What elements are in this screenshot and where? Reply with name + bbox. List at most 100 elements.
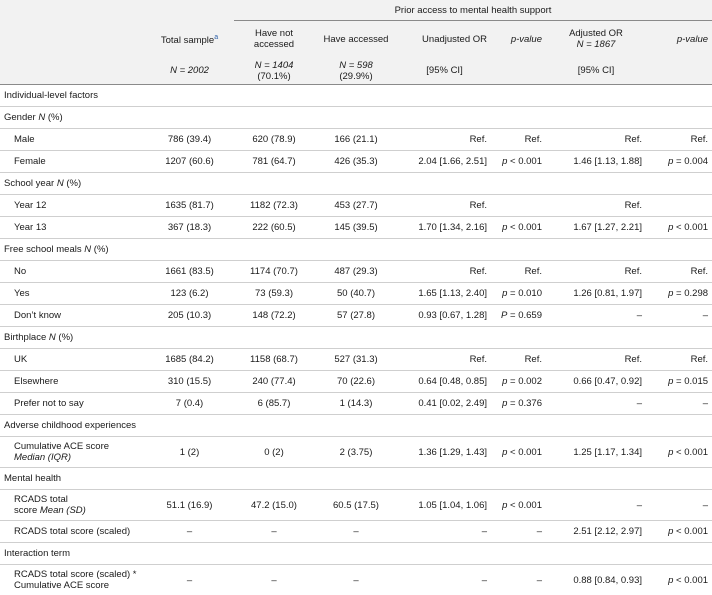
cell-accessed: – — [314, 521, 398, 543]
cell-accessed: 426 (35.3) — [314, 151, 398, 173]
cell-unadjusted-or: 0.41 [0.02, 2.49] — [398, 393, 491, 415]
section-label: Birthplace N (%) — [0, 327, 712, 349]
section-row: School year N (%) — [0, 173, 712, 195]
cell-accessed: 487 (29.3) — [314, 261, 398, 283]
section-row: Adverse childhood experiences — [0, 415, 712, 437]
cell-pvalue-adjusted — [646, 195, 712, 217]
cell-accessed: 453 (27.7) — [314, 195, 398, 217]
row-label: RCADS total score (scaled) — [0, 521, 145, 543]
cell-total-sample: 1 (2) — [145, 437, 234, 468]
section-row: Birthplace N (%) — [0, 327, 712, 349]
cell-pvalue-unadjusted: p < 0.001 — [491, 151, 546, 173]
cell-pvalue-unadjusted: p = 0.002 — [491, 371, 546, 393]
cell-not-accessed: 222 (60.5) — [234, 217, 314, 239]
cell-unadjusted-or: 1.05 [1.04, 1.06] — [398, 490, 491, 521]
cell-total-sample: 205 (10.3) — [145, 305, 234, 327]
row-label: Prefer not to say — [0, 393, 145, 415]
ci-label-unadjusted: [95% CI] — [398, 57, 491, 85]
cell-pvalue-adjusted: Ref. — [646, 349, 712, 371]
cell-accessed: 2 (3.75) — [314, 437, 398, 468]
cell-pvalue-unadjusted: – — [491, 521, 546, 543]
cell-pvalue-unadjusted: p < 0.001 — [491, 217, 546, 239]
cell-pvalue-adjusted: p < 0.001 — [646, 217, 712, 239]
cell-unadjusted-or: 1.70 [1.34, 2.16] — [398, 217, 491, 239]
cell-total-sample: 51.1 (16.9) — [145, 490, 234, 521]
group-title: Prior access to mental health support — [234, 0, 712, 21]
col-pvalue-unadjusted: p-value — [491, 21, 546, 58]
cell-pvalue-unadjusted: P = 0.659 — [491, 305, 546, 327]
table-row: RCADS total score (scaled)–––––2.51 [2.1… — [0, 521, 712, 543]
cell-total-sample: – — [145, 521, 234, 543]
cell-unadjusted-or: 0.64 [0.48, 0.85] — [398, 371, 491, 393]
cell-unadjusted-or: Ref. — [398, 195, 491, 217]
cell-unadjusted-or: Ref. — [398, 129, 491, 151]
cell-total-sample: – — [145, 565, 234, 595]
cell-accessed: 50 (40.7) — [314, 283, 398, 305]
cell-adjusted-or: 0.66 [0.47, 0.92] — [546, 371, 646, 393]
cell-not-accessed: 1158 (68.7) — [234, 349, 314, 371]
header-blank — [0, 0, 145, 21]
cell-adjusted-or: 1.46 [1.13, 1.88] — [546, 151, 646, 173]
cell-pvalue-unadjusted: Ref. — [491, 261, 546, 283]
cell-pvalue-adjusted: Ref. — [646, 129, 712, 151]
row-label: Year 12 — [0, 195, 145, 217]
cell-total-sample: 7 (0.4) — [145, 393, 234, 415]
cell-adjusted-or: Ref. — [546, 349, 646, 371]
header-blank — [0, 57, 145, 85]
cell-not-accessed: – — [234, 565, 314, 595]
cell-not-accessed: 0 (2) — [234, 437, 314, 468]
cell-unadjusted-or: Ref. — [398, 349, 491, 371]
cell-pvalue-adjusted: Ref. — [646, 261, 712, 283]
cell-total-sample: 786 (39.4) — [145, 129, 234, 151]
cell-unadjusted-or: 2.04 [1.66, 2.51] — [398, 151, 491, 173]
cell-total-sample: 1635 (81.7) — [145, 195, 234, 217]
cell-adjusted-or: Ref. — [546, 261, 646, 283]
cell-unadjusted-or: 1.65 [1.13, 2.40] — [398, 283, 491, 305]
row-label: No — [0, 261, 145, 283]
header-blank — [646, 57, 712, 85]
n-accessed: N = 598(29.9%) — [314, 57, 398, 85]
cell-pvalue-unadjusted: Ref. — [491, 129, 546, 151]
cell-pvalue-adjusted: p < 0.001 — [646, 437, 712, 468]
cell-pvalue-unadjusted: Ref. — [491, 349, 546, 371]
cell-adjusted-or: Ref. — [546, 129, 646, 151]
section-label: School year N (%) — [0, 173, 712, 195]
col-accessed: Have accessed — [314, 21, 398, 58]
cell-adjusted-or: 0.88 [0.84, 0.93] — [546, 565, 646, 595]
section-label: Free school meals N (%) — [0, 239, 712, 261]
n-not-accessed: N = 1404(70.1%) — [234, 57, 314, 85]
cell-adjusted-or: 2.51 [2.12, 2.97] — [546, 521, 646, 543]
cell-pvalue-adjusted: – — [646, 305, 712, 327]
section-row: Gender N (%) — [0, 107, 712, 129]
section-row: Interaction term — [0, 543, 712, 565]
col-unadjusted-or: Unadjusted OR — [398, 21, 491, 58]
cell-not-accessed: 6 (85.7) — [234, 393, 314, 415]
cell-adjusted-or: – — [546, 490, 646, 521]
cell-not-accessed: 620 (78.9) — [234, 129, 314, 151]
ci-label-adjusted: [95% CI] — [546, 57, 646, 85]
col-total-sample: Total samplea — [145, 21, 234, 58]
n-total: N = 2002 — [145, 57, 234, 85]
row-label: Yes — [0, 283, 145, 305]
cell-total-sample: 310 (15.5) — [145, 371, 234, 393]
cell-unadjusted-or: 1.36 [1.29, 1.43] — [398, 437, 491, 468]
cell-adjusted-or: 1.26 [0.81, 1.97] — [546, 283, 646, 305]
row-label: Female — [0, 151, 145, 173]
cell-adjusted-or: – — [546, 393, 646, 415]
cell-accessed: 70 (22.6) — [314, 371, 398, 393]
section-label: Gender N (%) — [0, 107, 712, 129]
cell-pvalue-adjusted: p = 0.004 — [646, 151, 712, 173]
